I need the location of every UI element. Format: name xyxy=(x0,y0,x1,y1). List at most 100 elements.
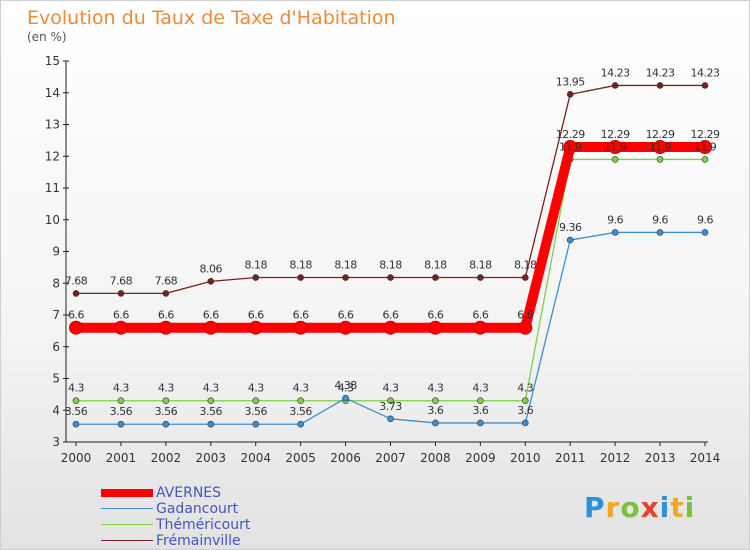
data-label: 4.3 xyxy=(113,382,129,395)
legend-label: Théméricourt xyxy=(156,517,251,533)
x-tick-label: 2006 xyxy=(330,451,361,465)
data-point xyxy=(521,397,529,405)
data-point xyxy=(656,156,664,163)
data-point xyxy=(297,274,304,281)
data-point xyxy=(656,82,664,89)
data-label: 6.6 xyxy=(338,309,354,322)
legend-swatch xyxy=(101,540,153,541)
data-point xyxy=(248,320,263,335)
data-label: 8.18 xyxy=(424,259,447,272)
data-label: 6.6 xyxy=(113,309,129,322)
data-point xyxy=(72,290,80,297)
data-point xyxy=(566,91,574,98)
data-label: 14.23 xyxy=(691,66,720,79)
data-point xyxy=(432,397,439,405)
data-point xyxy=(117,290,125,297)
legend-item-avernes: AVERNES xyxy=(101,485,321,501)
logo-letter: P xyxy=(584,491,606,524)
data-point xyxy=(701,229,709,236)
y-tick-label: 12 xyxy=(45,149,60,163)
logo-letter: r xyxy=(605,491,621,524)
data-point xyxy=(701,82,709,89)
data-point xyxy=(387,397,394,405)
data-label: 4.3 xyxy=(158,382,174,395)
data-label: 9.6 xyxy=(607,213,623,226)
data-point xyxy=(72,420,80,428)
data-label: 11.9 xyxy=(604,140,627,153)
data-label: 8.18 xyxy=(244,259,267,272)
data-point xyxy=(518,320,533,335)
data-point xyxy=(162,397,170,405)
data-point xyxy=(432,419,439,427)
data-point xyxy=(203,320,218,335)
data-point xyxy=(342,274,349,281)
x-tick-label: 2007 xyxy=(375,451,406,465)
x-tick-label: 2011 xyxy=(555,451,586,465)
y-tick-label: 10 xyxy=(45,213,60,227)
series-line xyxy=(76,142,705,333)
data-label: 12.29 xyxy=(601,128,630,141)
y-tick-label: 3 xyxy=(52,435,60,449)
x-tick-label: 2014 xyxy=(690,451,721,465)
x-tick-label: 2012 xyxy=(600,451,631,465)
data-label: 6.6 xyxy=(293,309,309,322)
data-label: 9.6 xyxy=(652,213,668,226)
data-label: 9.6 xyxy=(697,213,713,226)
data-label: 6.6 xyxy=(248,309,264,322)
data-label: 7.68 xyxy=(155,274,178,287)
x-tick-label: 2013 xyxy=(645,451,676,465)
data-point xyxy=(69,320,83,335)
data-point xyxy=(477,274,484,281)
data-label: 3.6 xyxy=(517,404,533,417)
data-label: 4.3 xyxy=(427,382,443,395)
data-label: 12.29 xyxy=(691,128,720,141)
data-point xyxy=(207,397,215,405)
data-label: 4.3 xyxy=(293,382,309,395)
data-label: 4.3 xyxy=(472,382,488,395)
data-label: 4.3 xyxy=(517,382,533,395)
data-label: 4.3 xyxy=(338,382,354,395)
y-tick-label: 14 xyxy=(45,86,60,100)
data-point xyxy=(207,278,215,285)
data-label: 3.56 xyxy=(65,405,88,418)
data-point xyxy=(477,419,484,427)
legend-item-fremainville: Frémainville xyxy=(101,533,321,549)
y-axis-unit: (en %) xyxy=(27,30,67,44)
data-point xyxy=(162,290,170,297)
data-label: 3.56 xyxy=(289,405,312,418)
logo-letter: i xyxy=(659,491,671,524)
data-label: 3.56 xyxy=(110,405,133,418)
data-point xyxy=(338,320,353,335)
data-label: 4.3 xyxy=(203,382,219,395)
series-lines xyxy=(69,82,712,428)
y-tick-label: 6 xyxy=(52,340,60,354)
data-label: 4.3 xyxy=(383,382,399,395)
x-tick-label: 2004 xyxy=(240,451,271,465)
data-point xyxy=(653,140,668,155)
data-point xyxy=(608,140,623,155)
y-tick-label: 15 xyxy=(45,54,60,68)
proxiti-logo[interactable]: Proxiti xyxy=(584,491,695,524)
data-point xyxy=(611,229,619,236)
data-label: 14.23 xyxy=(601,66,630,79)
data-label: 6.6 xyxy=(68,309,84,322)
data-labels: 7.68 7.68 7.68 8.06 8.18 8.18 8.18 8.18 8.18 8.18… xyxy=(65,66,721,418)
data-point xyxy=(521,419,529,427)
x-tick-label: 2008 xyxy=(420,451,451,465)
data-point xyxy=(473,320,488,335)
legend: AVERNES Gadancourt Théméricourt Frémainv… xyxy=(101,485,321,549)
data-label: 3.6 xyxy=(472,404,488,417)
x-tick-label: 2000 xyxy=(61,451,92,465)
data-label: 3.56 xyxy=(200,405,223,418)
data-label: 4.38 xyxy=(334,379,357,392)
data-label: 6.6 xyxy=(472,309,488,322)
data-point xyxy=(432,274,439,281)
chart-title: Evolution du Taux de Taxe d'Habitation xyxy=(27,7,396,29)
data-point xyxy=(428,320,443,335)
data-point xyxy=(158,320,173,335)
data-label: 8.18 xyxy=(514,259,537,272)
data-point xyxy=(611,156,619,163)
data-point xyxy=(563,140,578,155)
data-point xyxy=(566,236,574,244)
